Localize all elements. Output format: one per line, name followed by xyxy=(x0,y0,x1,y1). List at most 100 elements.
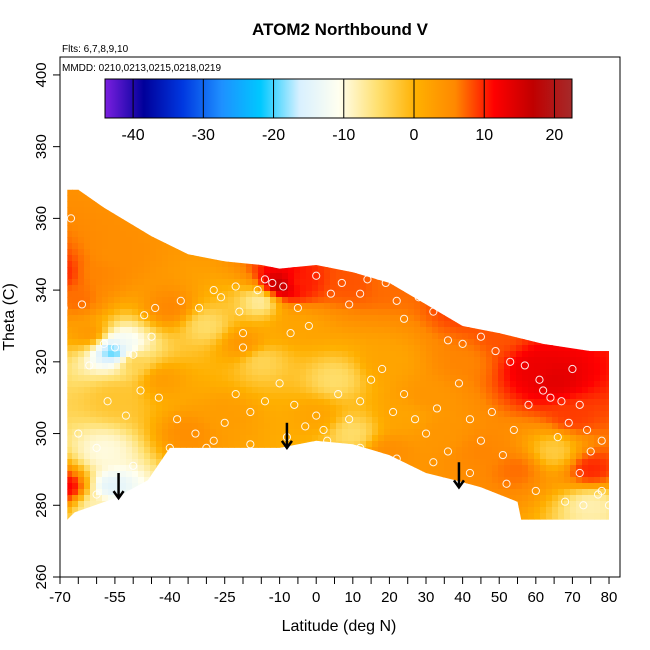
heatmap-cell xyxy=(138,483,145,490)
heatmap-cell xyxy=(114,261,121,268)
heatmap-cell xyxy=(216,465,223,472)
heatmap-cell xyxy=(378,315,385,322)
heatmap-cell xyxy=(234,405,241,412)
heatmap-cell xyxy=(102,315,109,322)
heatmap-cell xyxy=(216,147,223,154)
heatmap-cell xyxy=(90,393,97,400)
heatmap-cell xyxy=(96,519,103,520)
heatmap-cell xyxy=(288,213,295,220)
heatmap-cell xyxy=(96,153,103,160)
heatmap-cell xyxy=(348,555,355,562)
heatmap-cell xyxy=(258,489,265,496)
heatmap-cell xyxy=(342,153,349,160)
heatmap-cell xyxy=(174,435,181,442)
heatmap-cell xyxy=(162,171,169,178)
heatmap-cell xyxy=(390,273,397,280)
heatmap-cell xyxy=(360,363,367,370)
heatmap-cell xyxy=(78,495,85,502)
heatmap-cell xyxy=(312,153,319,160)
heatmap-cell xyxy=(67,471,73,478)
heatmap-cell xyxy=(132,189,139,196)
chart-title: ATOM2 Northbound V xyxy=(252,20,429,39)
heatmap-cell xyxy=(384,249,391,256)
heatmap-cell xyxy=(396,285,403,292)
heatmap-cell xyxy=(270,159,277,166)
heatmap-cell xyxy=(312,201,319,208)
heatmap-cell xyxy=(60,165,67,172)
heatmap-cell xyxy=(114,249,121,256)
heatmap-cell xyxy=(150,531,157,538)
heatmap-cell xyxy=(288,417,295,424)
heatmap-cell xyxy=(348,189,355,196)
heatmap-cell xyxy=(354,201,361,208)
heatmap-cell xyxy=(162,459,169,466)
heatmap-cell xyxy=(210,159,217,166)
heatmap-cell xyxy=(96,381,103,388)
heatmap-cell xyxy=(126,249,133,256)
heatmap-cell xyxy=(144,369,151,376)
heatmap-cell xyxy=(120,231,127,238)
heatmap-cell xyxy=(402,201,409,208)
heatmap-cell xyxy=(276,417,283,424)
heatmap-cell xyxy=(384,195,391,202)
heatmap-cell xyxy=(210,225,217,232)
heatmap-cell xyxy=(342,507,349,514)
heatmap-cell xyxy=(348,573,355,580)
heatmap-cell xyxy=(84,273,91,280)
heatmap-cell xyxy=(144,333,151,340)
heatmap-cell xyxy=(396,183,403,190)
heatmap-cell xyxy=(348,57,355,64)
heatmap-cell xyxy=(138,459,145,466)
heatmap-cell xyxy=(300,423,307,430)
heatmap-cell xyxy=(240,231,247,238)
heatmap-cell xyxy=(336,531,343,538)
heatmap-cell xyxy=(198,255,205,262)
heatmap-cell xyxy=(150,483,157,490)
heatmap-cell xyxy=(348,507,355,514)
heatmap-cell xyxy=(258,525,265,532)
heatmap-cell xyxy=(66,555,73,562)
heatmap-cell xyxy=(60,159,67,166)
heatmap-cell xyxy=(336,471,343,478)
heatmap-cell xyxy=(84,81,91,88)
heatmap-cell xyxy=(84,351,91,358)
heatmap-cell xyxy=(102,399,109,406)
heatmap-cell xyxy=(120,417,127,424)
heatmap-cell xyxy=(318,435,325,442)
heatmap-cell xyxy=(174,375,181,382)
heatmap-cell xyxy=(366,237,373,244)
heatmap-cell xyxy=(330,495,337,502)
heatmap-cell xyxy=(180,345,187,352)
heatmap-cell xyxy=(174,567,181,574)
heatmap-cell xyxy=(354,213,361,220)
heatmap-cell xyxy=(84,147,91,154)
heatmap-cell xyxy=(282,435,289,442)
heatmap-cell xyxy=(300,207,307,214)
heatmap-cell xyxy=(126,543,133,550)
heatmap-cell xyxy=(288,543,295,550)
heatmap-cell xyxy=(90,309,97,316)
heatmap-cell xyxy=(246,165,253,172)
heatmap-cell xyxy=(138,171,145,178)
heatmap-cell xyxy=(312,285,319,292)
heatmap-cell xyxy=(378,309,385,316)
heatmap-cell xyxy=(192,405,199,412)
heatmap-cell xyxy=(246,189,253,196)
heatmap-cell xyxy=(156,519,163,520)
heatmap-cell xyxy=(354,525,361,532)
heatmap-cell xyxy=(216,171,223,178)
heatmap-cell xyxy=(174,189,181,196)
heatmap-cell xyxy=(72,381,79,388)
heatmap-cell xyxy=(90,123,97,130)
heatmap-cell xyxy=(126,153,133,160)
heatmap-cell xyxy=(108,303,115,310)
heatmap-cell xyxy=(162,513,169,520)
heatmap-cell xyxy=(390,129,397,136)
heatmap-cell xyxy=(174,333,181,340)
heatmap-cell xyxy=(234,255,241,262)
heatmap-cell xyxy=(366,207,373,214)
heatmap-cell xyxy=(294,489,301,496)
heatmap-cell xyxy=(330,207,337,214)
heatmap-cell xyxy=(246,525,253,532)
heatmap-cell xyxy=(168,153,175,160)
